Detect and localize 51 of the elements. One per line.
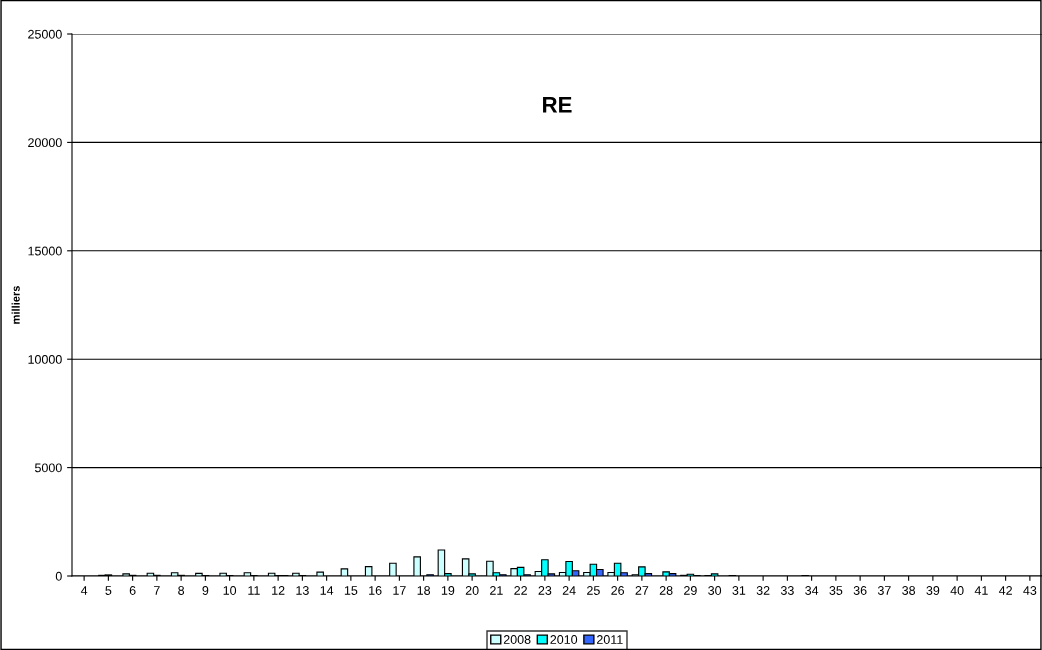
x-tick-label: 10 (223, 586, 237, 595)
x-tick-label: 35 (829, 586, 843, 595)
x-tick-label: 17 (393, 586, 406, 595)
x-tick-label: 20 (465, 586, 479, 595)
x-tick-label: 12 (272, 586, 285, 595)
y-axis-title: milliers (11, 286, 20, 324)
x-tick-label: 27 (635, 586, 649, 595)
x-tick-label: 28 (659, 586, 673, 595)
legend-label: 2008 (503, 635, 531, 644)
x-tick-label: 41 (974, 586, 988, 595)
x-tick-label: 6 (129, 586, 136, 595)
x-tick-label: 26 (611, 586, 625, 595)
x-tick-label: 34 (805, 586, 819, 595)
x-tick-label: 18 (417, 586, 431, 595)
x-tick-label: 37 (877, 586, 891, 595)
x-tick-label: 7 (154, 586, 160, 595)
x-tick-label: 15 (344, 586, 358, 595)
y-tick-label: 25000 (28, 29, 62, 39)
x-tick-label: 36 (853, 586, 867, 595)
x-tick-label: 31 (732, 586, 746, 595)
x-tick-label: 24 (562, 586, 576, 595)
x-tick-label: 16 (369, 586, 382, 595)
y-tick-label: 5000 (34, 463, 62, 473)
x-tick-label: 33 (780, 586, 794, 595)
x-tick-label: 9 (202, 586, 209, 595)
x-tick-label: 8 (178, 586, 185, 595)
x-tick-label: 40 (950, 586, 964, 595)
x-tick-label: 43 (1023, 586, 1037, 595)
x-tick-label: 19 (441, 586, 455, 595)
x-tick-label: 13 (296, 586, 309, 595)
y-tick-label: 10000 (28, 355, 62, 364)
legend-label: 2010 (550, 635, 578, 644)
x-tick-label: 23 (538, 586, 552, 595)
x-tick-label: 21 (490, 586, 503, 595)
x-tick-label: 32 (756, 586, 770, 595)
x-tick-label: 14 (320, 586, 334, 595)
y-tick-label: 0 (55, 571, 62, 581)
y-tick-label: 20000 (28, 138, 62, 148)
y-tick-label: 15000 (28, 246, 62, 256)
x-tick-label: 38 (902, 586, 916, 595)
x-tick-label: 39 (926, 586, 940, 595)
x-tick-label: 22 (514, 586, 527, 595)
x-tick-label: 4 (80, 586, 88, 595)
x-tick-label: 30 (708, 586, 722, 595)
x-tick-label: 42 (998, 586, 1012, 595)
x-tick-label: 29 (684, 586, 697, 595)
text: RE (543, 97, 572, 113)
x-tick-label: 5 (105, 586, 112, 595)
x-tick-label: 11 (248, 586, 260, 595)
x-tick-label: 25 (587, 586, 600, 595)
legend-label: 2011 (596, 635, 623, 644)
